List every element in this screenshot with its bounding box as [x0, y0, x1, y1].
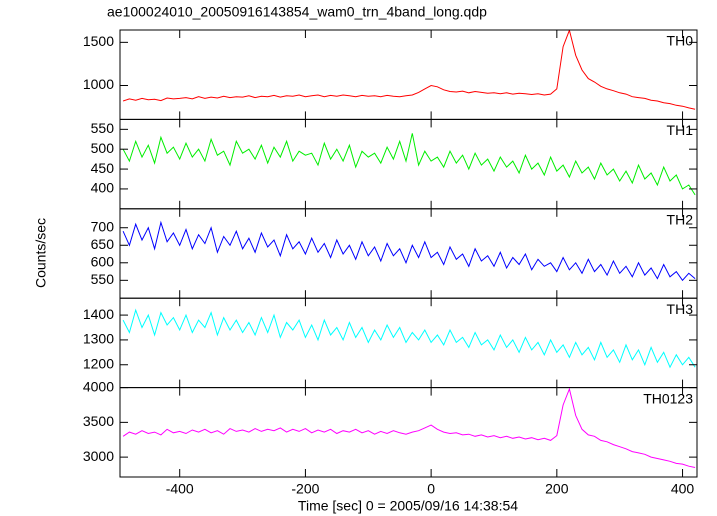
y-axis-label: Counts/sec — [33, 218, 49, 288]
panel-frame — [119, 29, 698, 120]
series-label: TH1 — [667, 122, 694, 138]
panel-frame — [119, 208, 698, 299]
y-tick-label: 550 — [91, 271, 115, 287]
chart-title: ae100024010_20050916143854_wam0_trn_4ban… — [107, 4, 487, 20]
y-tick-label: 550 — [91, 120, 115, 136]
data-line — [122, 308, 696, 369]
y-tick-label: 1300 — [83, 331, 114, 347]
y-tick-label: 1200 — [83, 355, 114, 371]
series-label: TH3 — [667, 301, 694, 317]
series-label: TH0123 — [643, 390, 693, 406]
y-tick-label: 1400 — [83, 306, 114, 322]
y-tick-label: 1000 — [83, 76, 114, 92]
x-tick-label: 400 — [671, 481, 695, 497]
y-tick-label: 650 — [91, 236, 115, 252]
y-tick-label: 700 — [91, 218, 115, 234]
y-tick-label: 3000 — [83, 448, 114, 464]
x-axis-label: Time [sec] 0 = 2005/09/16 14:38:54 — [298, 498, 518, 514]
y-tick-label: 400 — [91, 180, 115, 196]
series-label: TH0 — [667, 33, 694, 49]
y-tick-label: 500 — [91, 140, 115, 156]
x-tick-label: -200 — [291, 481, 319, 497]
panel-frame — [119, 387, 698, 478]
y-tick-label: 4000 — [83, 378, 114, 394]
y-tick-label: 450 — [91, 160, 115, 176]
data-line — [122, 133, 696, 196]
y-tick-label: 3500 — [83, 413, 114, 429]
series-label: TH2 — [667, 212, 694, 228]
y-tick-label: 1500 — [83, 33, 114, 49]
x-tick-label: -400 — [166, 481, 194, 497]
x-tick-label: 0 — [427, 481, 435, 497]
data-line — [122, 387, 696, 468]
panel-frame — [119, 118, 698, 210]
data-line — [122, 220, 696, 282]
x-tick-label: 200 — [545, 481, 569, 497]
y-tick-label: 600 — [91, 253, 115, 269]
panel-frame — [119, 297, 698, 389]
data-line — [122, 30, 696, 110]
